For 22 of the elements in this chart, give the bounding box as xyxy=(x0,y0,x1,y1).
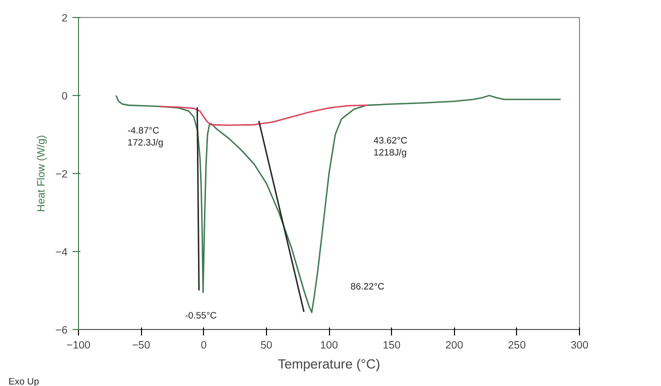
annotation: -0.55°C xyxy=(185,310,218,320)
line-series xyxy=(115,94,562,314)
annotation: -4.87°C 172.3J/g xyxy=(128,126,164,148)
x-tick-label: 200 xyxy=(445,340,464,352)
y-axis-title: Heat Flow (W/g) xyxy=(35,135,48,212)
y-tick-label: −2 xyxy=(55,168,68,180)
y-tick-label: −4 xyxy=(55,246,68,258)
x-tick-label: 50 xyxy=(260,340,272,352)
annotation: 86.22°C xyxy=(350,282,385,292)
y-tick-label: 2 xyxy=(62,12,68,24)
x-tick-label: 100 xyxy=(320,340,338,352)
annotation: 43.62°C 1218J/g xyxy=(374,136,408,158)
x-tick-label: 300 xyxy=(570,340,588,352)
x-axis-title: Temperature (°C) xyxy=(278,356,380,372)
line-series xyxy=(159,104,369,126)
y-tick-label: −6 xyxy=(55,324,68,336)
x-tick-label: −100 xyxy=(66,340,91,352)
x-tick-label: 0 xyxy=(200,340,207,352)
x-tick-label: 250 xyxy=(508,340,526,352)
y-tick-label: 0 xyxy=(62,90,68,102)
x-tick-label: −50 xyxy=(132,340,150,352)
x-tick-label: 150 xyxy=(382,340,401,352)
